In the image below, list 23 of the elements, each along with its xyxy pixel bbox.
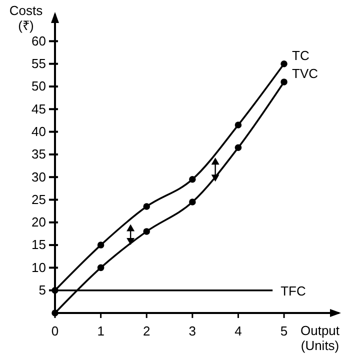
x-tick-label: 5	[280, 323, 288, 338]
y-tick-label: 30	[32, 169, 46, 184]
x-tick-label: 3	[188, 323, 196, 338]
y-tick-label: 40	[32, 124, 46, 139]
y-tick-label: 60	[32, 33, 46, 48]
y-tick-label: 25	[32, 192, 46, 207]
y-tick-label: 20	[32, 214, 46, 230]
y-tick-label: 35	[32, 146, 46, 162]
x-axis-title: Output (Units)	[300, 323, 340, 353]
series-label: TC	[292, 48, 310, 63]
y-tick-label: 55	[32, 56, 46, 71]
y-tick-label: 45	[32, 101, 46, 116]
y-tick-label: 10	[32, 260, 46, 275]
y-tick-label: 50	[32, 78, 46, 94]
x-tick-label: 0	[51, 323, 59, 338]
x-tick-label: 2	[142, 323, 150, 338]
y-axis-title: Costs (₹)	[9, 3, 44, 33]
x-tick-label: 4	[234, 323, 242, 338]
x-tick-label: 1	[97, 323, 104, 338]
series-label: TVC	[292, 66, 318, 81]
series-label: TFC	[280, 283, 306, 298]
y-tick-label: 5	[38, 282, 46, 298]
y-tick-label: 15	[32, 237, 46, 252]
